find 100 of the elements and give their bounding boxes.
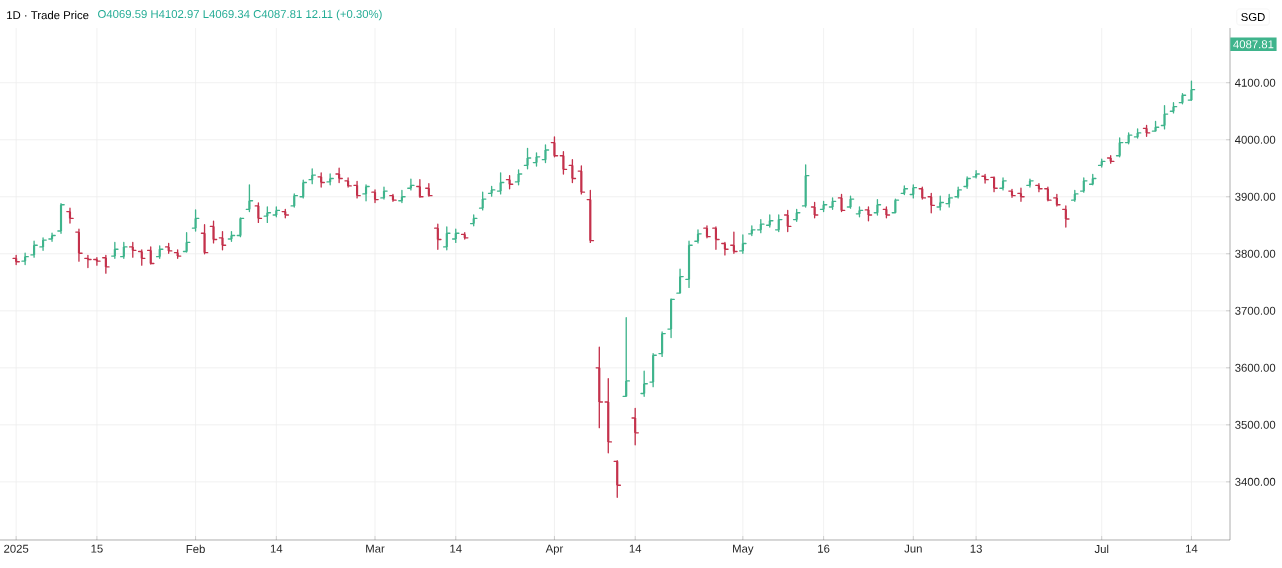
y-tick-label: 3800.00	[1235, 249, 1276, 258]
candlestick	[1151, 120, 1160, 132]
y-tick-label: 3900.00	[1235, 192, 1276, 201]
candlestick	[1008, 188, 1016, 199]
candlestick	[532, 152, 541, 167]
x-tick-label: 14	[270, 544, 283, 553]
candlestick	[954, 186, 962, 199]
candlestick	[308, 168, 317, 185]
candlestick	[577, 165, 586, 195]
candlestick	[478, 191, 487, 211]
chart-title: 1D · Trade Price	[7, 10, 89, 20]
candlestick	[541, 144, 550, 164]
x-tick-label: 15	[91, 544, 103, 553]
candlestick	[12, 254, 20, 266]
candlestick	[1062, 205, 1070, 228]
y-tick-label: 4000.00	[1234, 135, 1276, 144]
candlestick	[1169, 102, 1178, 114]
candlestick	[972, 169, 980, 179]
x-tick-label: May	[733, 544, 754, 555]
candlestick	[182, 232, 191, 253]
chart-subtitle: O4069.59 H4102.97 L4069.34 C4087.81 12.11 (+0.30%)	[98, 9, 382, 21]
candlestick	[864, 206, 873, 222]
candlestick	[75, 228, 83, 262]
candlestick	[146, 246, 155, 265]
x-tick-label: Feb	[186, 544, 205, 554]
candlestick	[918, 186, 927, 200]
candlestick	[658, 331, 666, 358]
candlestick	[936, 195, 945, 211]
candlestick	[963, 176, 971, 189]
candlestick	[1124, 132, 1133, 145]
candlestick	[1115, 137, 1124, 158]
candlestick	[380, 186, 388, 200]
candlestick	[39, 237, 47, 252]
x-tick-label: Jun	[904, 544, 922, 553]
candlestick	[730, 231, 738, 254]
candlestick	[102, 254, 110, 274]
x-tick-label: 2025	[4, 544, 29, 553]
candlestick	[200, 224, 209, 255]
candlestick	[631, 407, 639, 446]
x-tick-label: 14	[629, 544, 642, 553]
x-tick-label: Apr	[545, 544, 564, 555]
candlestick	[272, 206, 281, 218]
candlestick	[1079, 177, 1088, 193]
y-tick-label: 3400.00	[1235, 477, 1276, 486]
candlestick	[416, 179, 424, 199]
candlestick	[299, 179, 308, 199]
candlestick	[120, 241, 128, 260]
candlestick	[442, 226, 451, 251]
candlestick	[837, 193, 846, 213]
candlestick	[774, 214, 783, 233]
x-tick-label: Jul	[1094, 544, 1109, 554]
candlestick	[209, 220, 218, 244]
candlestick	[218, 230, 227, 251]
candlestick	[1178, 92, 1187, 105]
candlestick	[801, 164, 810, 208]
candlestick	[685, 240, 693, 289]
candlestick	[622, 316, 631, 397]
candlestick	[712, 226, 720, 250]
candlestick	[990, 176, 998, 193]
candlestick	[604, 377, 613, 454]
candlestick	[57, 202, 65, 234]
candlestick	[891, 198, 900, 214]
candlestick	[649, 352, 657, 388]
candlestick	[873, 198, 882, 216]
candlestick	[1017, 187, 1025, 202]
x-tick-label: 14	[450, 544, 462, 553]
candlestick	[460, 232, 469, 240]
candlestick	[945, 193, 954, 208]
candlestick	[882, 206, 891, 219]
text: 4087.81	[1233, 40, 1274, 49]
candlestick	[595, 346, 604, 429]
candlestick	[1187, 80, 1196, 101]
candlestick	[667, 298, 675, 339]
x-tick-label: 13	[970, 544, 982, 553]
candlestick	[559, 151, 568, 175]
candlestick	[568, 159, 577, 184]
candlestick	[550, 136, 559, 158]
candlestick	[1160, 104, 1169, 130]
candlestick	[523, 147, 532, 170]
candlestick	[236, 217, 245, 238]
x-tick-label: 14	[1185, 544, 1198, 553]
y-tick-label: 3500.00	[1235, 420, 1276, 429]
x-tick-label: Mar	[366, 544, 385, 553]
candlestick	[792, 208, 801, 222]
candlestick	[30, 240, 38, 258]
candlestick	[810, 201, 819, 219]
candlestick	[290, 193, 299, 208]
text: SGD	[1241, 12, 1265, 21]
y-tick-label: 3700.00	[1235, 306, 1276, 315]
candlestick	[846, 195, 855, 209]
candlestick	[451, 228, 460, 244]
candlestick	[613, 460, 622, 498]
candlestick	[981, 173, 989, 184]
candlestick	[586, 189, 595, 244]
candlestick	[111, 241, 119, 260]
candlestick	[425, 182, 433, 197]
y-tick-label: 4100.00	[1234, 78, 1276, 87]
y-tick-label: 3600.00	[1235, 363, 1276, 372]
candlestick	[855, 206, 864, 218]
x-tick-label: 16	[818, 544, 830, 553]
